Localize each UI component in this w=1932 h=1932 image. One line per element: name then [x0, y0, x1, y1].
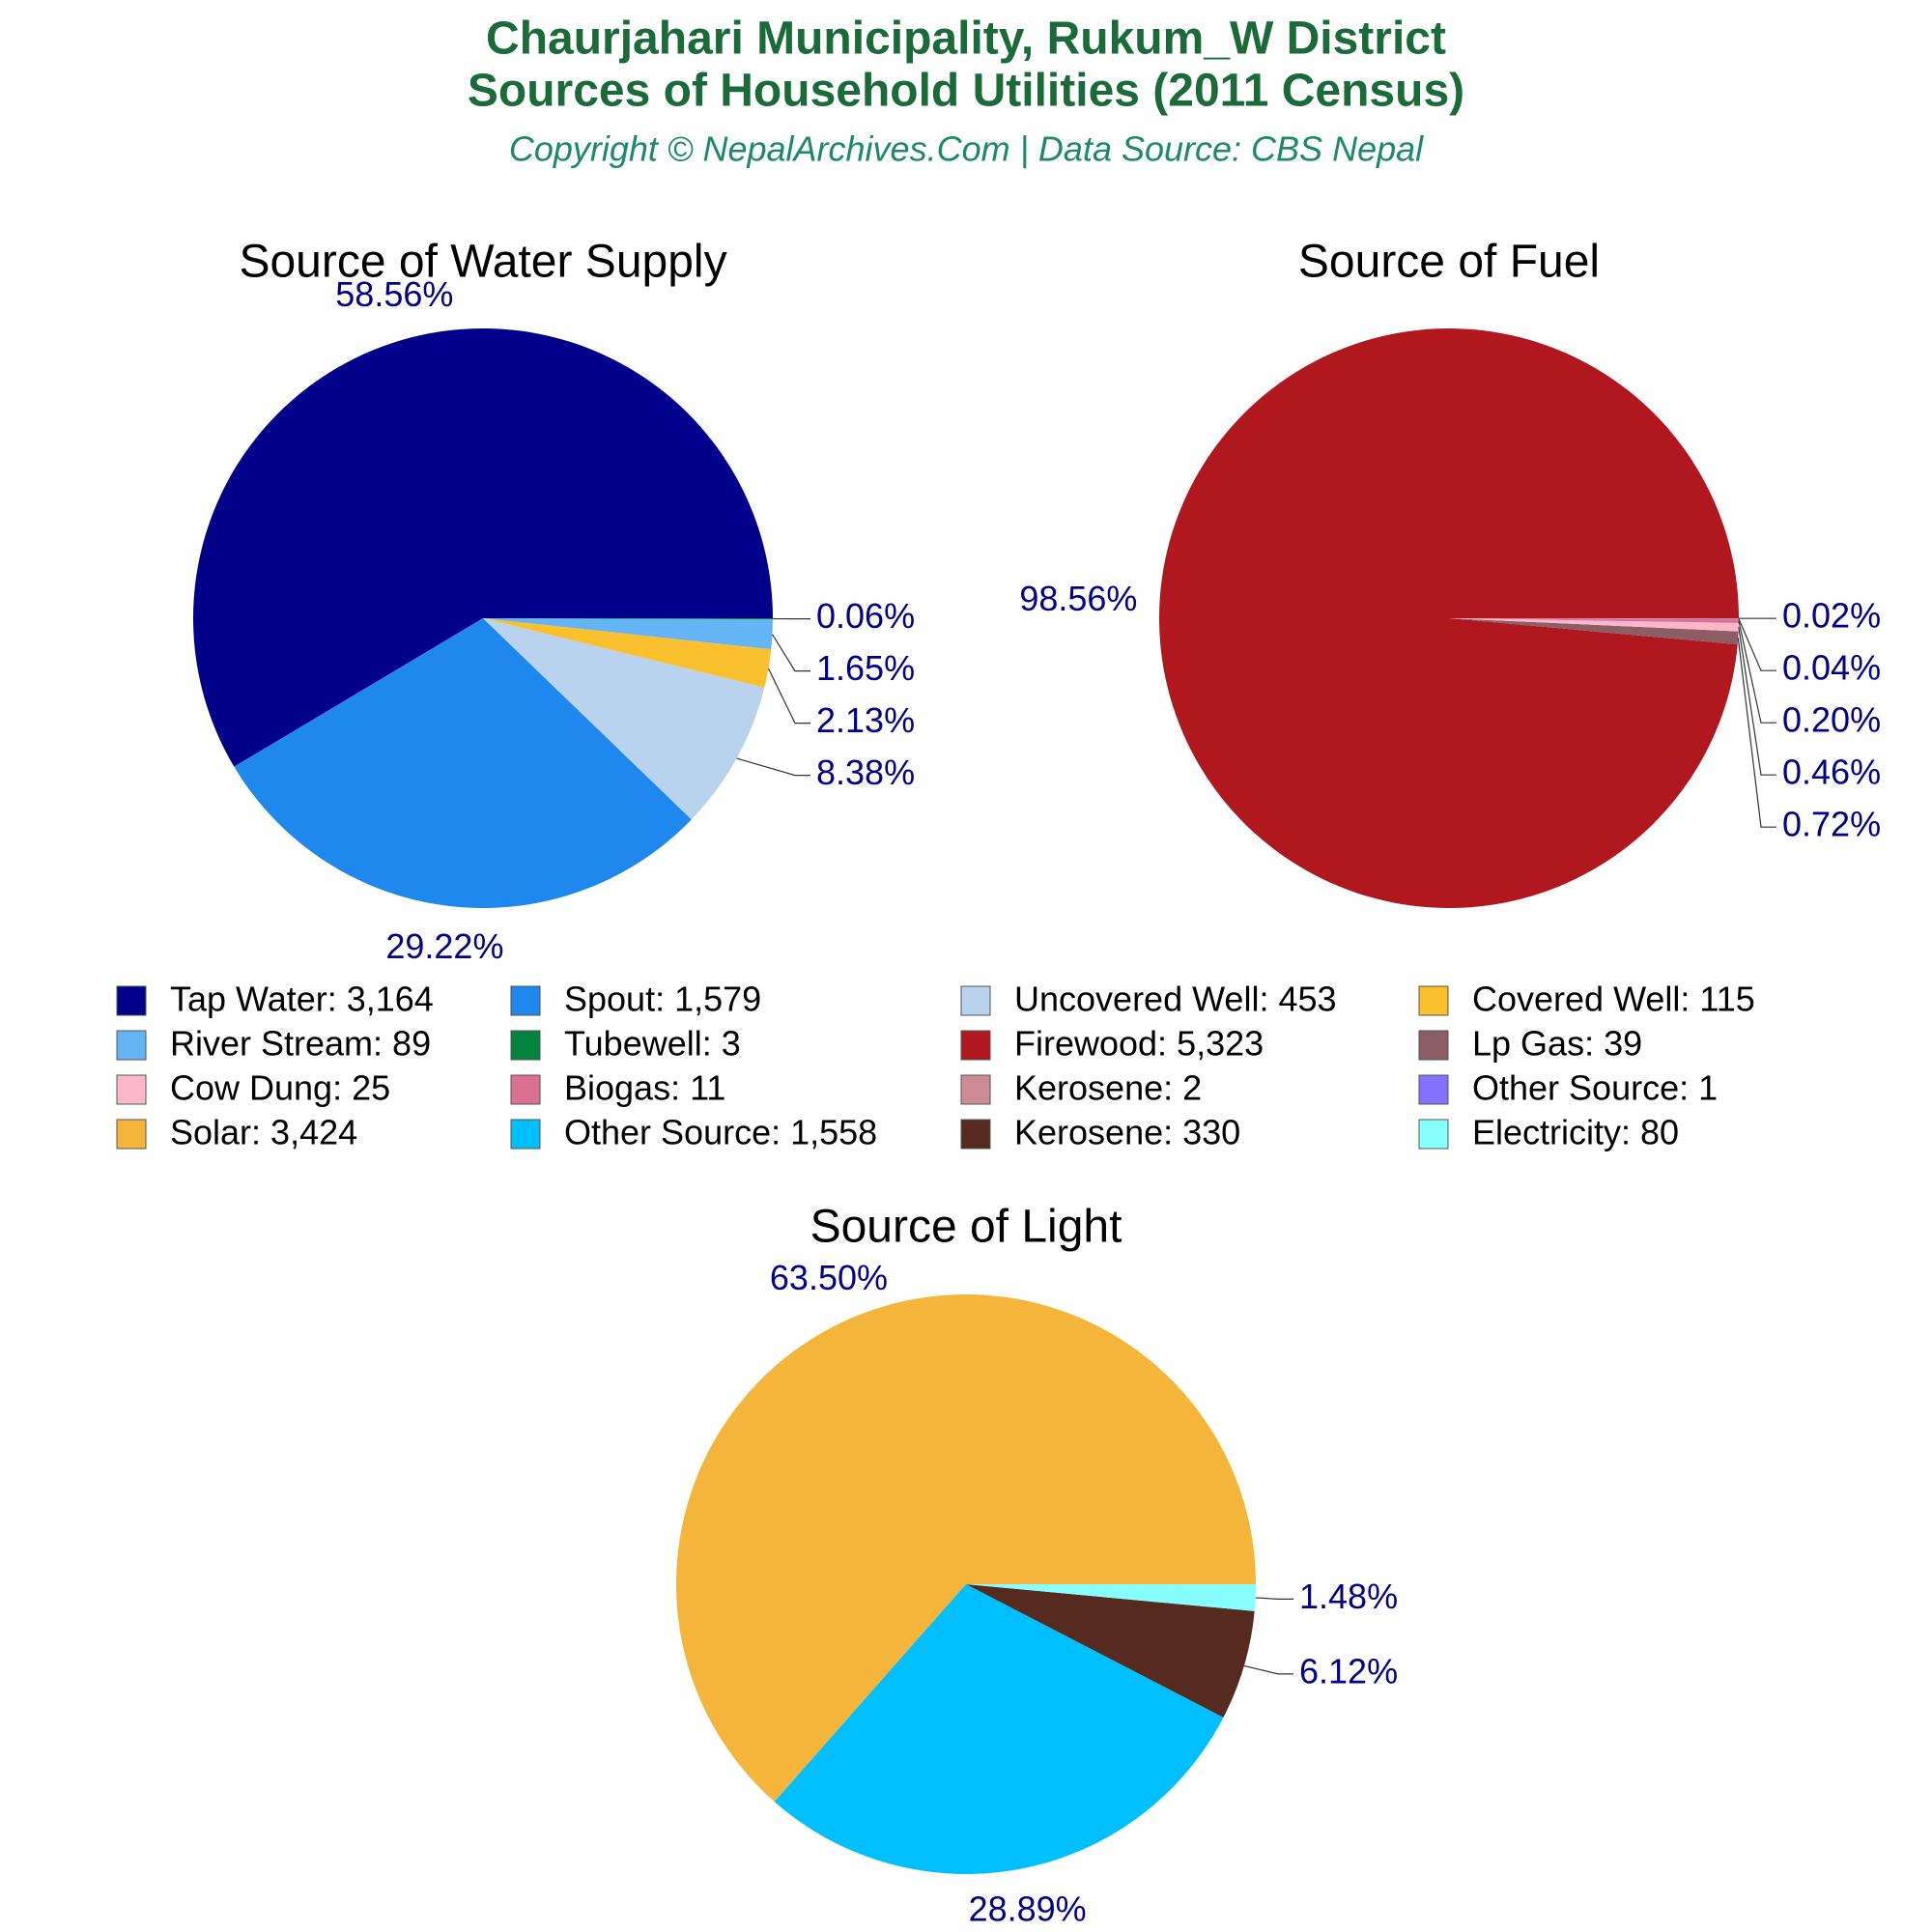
slice-label: 0.46%: [1782, 753, 1881, 792]
pie-slice: [234, 618, 692, 908]
pie-slice: [1449, 618, 1739, 632]
pie-slice: [1449, 618, 1739, 645]
legend-text: Electricity: 80: [1472, 1113, 1679, 1152]
legend-text: Kerosene: 2: [1014, 1068, 1202, 1108]
legend-text: Lp Gas: 39: [1472, 1024, 1642, 1064]
slice-label: 58.56%: [335, 274, 453, 314]
legend-swatch: [116, 1119, 147, 1150]
pie-slice: [774, 1584, 1224, 1874]
pie-slice: [1449, 618, 1739, 623]
pie-slice: [1158, 328, 1739, 909]
legend-swatch: [1418, 985, 1449, 1016]
legend-swatch: [510, 1030, 541, 1061]
pie-slice: [483, 618, 772, 688]
legend-text: Cow Dung: 25: [170, 1068, 390, 1108]
legend-text: Tubewell: 3: [564, 1024, 741, 1064]
legend-text: Covered Well: 115: [1472, 980, 1755, 1019]
legend-swatch: [1418, 1074, 1449, 1105]
leader-line: [1737, 638, 1776, 828]
slice-label: 98.56%: [1019, 579, 1137, 618]
legend-text: Other Source: 1: [1472, 1068, 1718, 1108]
legend-text: Tap Water: 3,164: [170, 980, 434, 1019]
slice-label: 0.72%: [1782, 805, 1881, 844]
slice-label: 63.50%: [770, 1258, 888, 1297]
pie-slice: [676, 1294, 1256, 1803]
pie-slice: [966, 1584, 1256, 1611]
slice-label: 1.48%: [1299, 1577, 1398, 1616]
pie-title: Source of Light: [810, 1202, 1122, 1253]
slice-label: 0.02%: [1782, 596, 1881, 636]
main-title: Sources of Household Utilities (2011 Cen…: [468, 66, 1464, 117]
pie-slice: [966, 1584, 1255, 1718]
pie-slice: [192, 327, 773, 767]
legend-text: Spout: 1,579: [564, 980, 761, 1019]
legend-swatch: [1418, 1119, 1449, 1150]
leader-line: [1255, 1597, 1293, 1600]
legend-swatch: [116, 1030, 147, 1061]
legend-text: Uncovered Well: 453: [1014, 980, 1337, 1019]
legend-swatch: [116, 1074, 147, 1105]
slice-label: 0.04%: [1782, 648, 1881, 688]
legend-text: Firewood: 5,323: [1014, 1024, 1264, 1064]
slice-label: 8.38%: [816, 753, 915, 792]
leader-line: [767, 668, 810, 724]
slice-label: 28.89%: [969, 1889, 1087, 1929]
legend-swatch: [510, 1119, 541, 1150]
pie-slice: [483, 618, 765, 820]
pie-title: Source of Water Supply: [239, 237, 726, 288]
slice-label: 1.65%: [816, 648, 915, 688]
legend-swatch: [960, 985, 991, 1016]
legend-text: Other Source: 1,558: [564, 1113, 877, 1152]
subtitle: Copyright © NepalArchives.Com | Data Sou…: [509, 129, 1424, 169]
slice-label: 0.06%: [816, 596, 915, 636]
legend-swatch: [960, 1030, 991, 1061]
legend-swatch: [960, 1074, 991, 1105]
legend-swatch: [510, 985, 541, 1016]
leader-line: [1243, 1664, 1293, 1675]
legend-text: Kerosene: 330: [1014, 1113, 1240, 1152]
pie-slice: [1449, 618, 1739, 620]
leader-line: [736, 757, 810, 777]
leader-line: [772, 634, 810, 672]
legend-text: Biogas: 11: [564, 1068, 725, 1108]
legend-text: Solar: 3,424: [170, 1113, 357, 1152]
slice-label: 0.20%: [1782, 700, 1881, 740]
leader-line: [1738, 627, 1776, 776]
legend-swatch: [960, 1119, 991, 1150]
leader-line: [1738, 620, 1776, 724]
legend-swatch: [116, 985, 147, 1016]
slice-label: 2.13%: [816, 700, 915, 740]
pie-slice: [483, 618, 773, 650]
legend-swatch: [1418, 1030, 1449, 1061]
main-title: Chaurjahari Municipality, Rukum_W Distri…: [486, 14, 1446, 65]
pie-title: Source of Fuel: [1298, 237, 1600, 288]
slice-label: 29.22%: [385, 926, 503, 966]
legend-swatch: [510, 1074, 541, 1105]
legend-text: River Stream: 89: [170, 1024, 431, 1064]
pie-slice: [483, 618, 773, 620]
leader-line: [1738, 618, 1776, 671]
slice-label: 6.12%: [1299, 1651, 1398, 1690]
